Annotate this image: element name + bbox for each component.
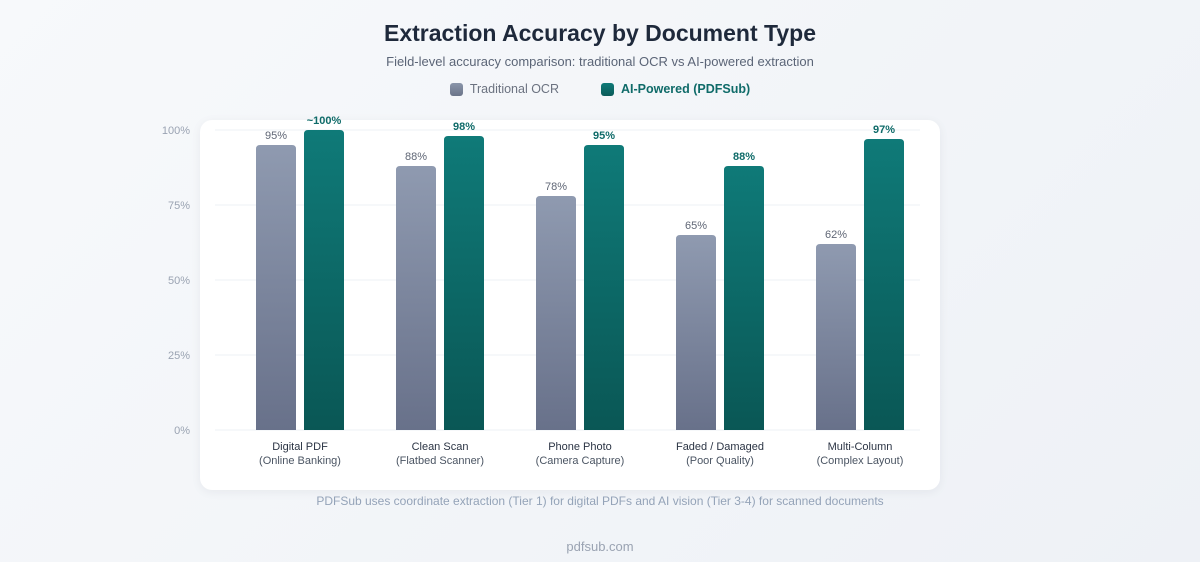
y-tick-label: 75% — [168, 200, 190, 212]
x-tick-label: Multi-Column — [828, 441, 893, 453]
legend-item-ai: AI-Powered (PDFSub) — [600, 82, 751, 96]
bar-traditional-ocr — [396, 166, 436, 430]
x-tick-label: Clean Scan — [412, 441, 469, 453]
legend-swatch-ai — [600, 82, 614, 96]
data-label-traditional-ocr: 65% — [685, 220, 707, 232]
x-tick-sublabel: (Complex Layout) — [817, 455, 904, 467]
x-tick-sublabel: (Online Banking) — [259, 455, 341, 467]
data-label-ai-powered: 95% — [593, 130, 615, 142]
value-labels: 95% ~100% 88% 98% 78% 95% 65% 88% 62% 97% — [265, 115, 895, 241]
data-label-traditional-ocr: 95% — [265, 130, 287, 142]
bar-ai-powered — [304, 130, 344, 430]
data-label-ai-powered: 98% — [453, 121, 475, 133]
legend: Traditional OCR AI-Powered (PDFSub) — [0, 82, 1200, 96]
x-tick-label: Faded / Damaged — [676, 441, 764, 453]
data-label-ai-powered: ~100% — [307, 115, 342, 127]
chart-title: Extraction Accuracy by Document Type — [383, 20, 816, 46]
footnote: PDFSub uses coordinate extraction (Tier … — [316, 494, 884, 508]
x-tick-label: Phone Photo — [548, 441, 612, 453]
bar-ai-powered — [444, 136, 484, 430]
y-tick-label: 0% — [174, 425, 190, 437]
x-axis-labels: Digital PDF (Online Banking) Clean Scan (Fl… — [259, 441, 903, 467]
x-tick-sublabel: (Flatbed Scanner) — [396, 455, 484, 467]
bar-traditional-ocr — [256, 145, 296, 430]
y-tick-label: 100% — [162, 125, 190, 137]
y-tick-label: 25% — [168, 350, 190, 362]
bar-ai-powered — [584, 145, 624, 430]
legend-label-ocr: Traditional OCR — [469, 82, 559, 96]
site-url: pdfsub.com — [566, 539, 634, 554]
legend-item-ocr: Traditional OCR — [449, 82, 559, 96]
data-label-traditional-ocr: 88% — [405, 151, 427, 163]
chart-subtitle: Field-level accuracy comparison: traditi… — [386, 54, 814, 69]
data-label-ai-powered: 88% — [733, 151, 755, 163]
bar-traditional-ocr — [536, 196, 576, 430]
legend-swatch-ocr — [449, 82, 463, 96]
y-axis-ticks: 0% 25% 50% 75% 100% — [162, 125, 190, 437]
data-label-traditional-ocr: 78% — [545, 181, 567, 193]
bar-ai-powered — [864, 139, 904, 430]
data-label-ai-powered: 97% — [873, 124, 895, 136]
bars — [256, 130, 904, 430]
bar-traditional-ocr — [816, 244, 856, 430]
y-tick-label: 50% — [168, 275, 190, 287]
x-tick-sublabel: (Camera Capture) — [536, 455, 625, 467]
x-tick-label: Digital PDF — [272, 441, 328, 453]
data-label-traditional-ocr: 62% — [825, 229, 847, 241]
x-tick-sublabel: (Poor Quality) — [686, 455, 754, 467]
bar-traditional-ocr — [676, 235, 716, 430]
legend-label-ai: AI-Powered (PDFSub) — [620, 82, 751, 96]
bar-ai-powered — [724, 166, 764, 430]
